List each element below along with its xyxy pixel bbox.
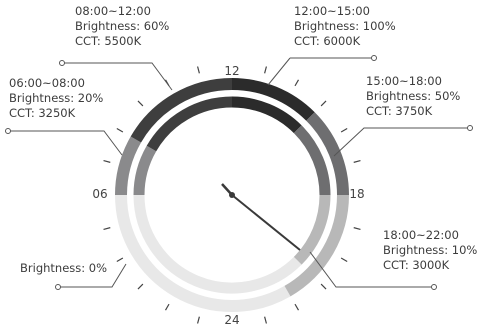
leader-1215b	[267, 57, 291, 86]
leader-dot-1518	[467, 125, 473, 131]
outer-segment-12-15	[231, 78, 315, 121]
callout-15-18: 15:00~18:00 Brightness: 50% CCT: 3750K	[366, 74, 460, 119]
hour-tick	[353, 160, 361, 163]
leader-dot-1822	[431, 284, 437, 290]
hour-tick	[197, 66, 200, 74]
hand-main	[231, 194, 301, 251]
callout-06-08-cct: CCT: 3250K	[9, 106, 76, 120]
leader-1822	[309, 251, 434, 288]
inner-segment-15-18	[293, 125, 331, 196]
leader-0812	[62, 62, 173, 91]
hour-tick	[116, 127, 124, 133]
callout-08-12-cct: CCT: 5500K	[75, 34, 142, 48]
callout-15-18-brightness: Brightness: 50%	[366, 89, 461, 103]
callout-18-22-cct: CCT: 3000K	[383, 258, 450, 272]
hour-label-18: 18	[349, 187, 364, 201]
outer-ring	[115, 78, 349, 312]
leader-0608	[8, 130, 123, 156]
hour-tick	[137, 283, 144, 290]
leader-dot-off	[55, 284, 61, 290]
inner-segment-06-08	[133, 145, 157, 196]
callout-08-12-brightness: Brightness: 60%	[75, 19, 170, 33]
inner-segment-off	[133, 194, 302, 294]
callout-06-08: 06:00~08:00 Brightness: 20% CCT: 3250K	[9, 76, 103, 121]
callout-08-12-time: 08:00~12:00	[75, 4, 151, 18]
callout-off-brightness: Brightness: 0%	[20, 261, 108, 275]
callout-18-22-brightness: Brightness: 10%	[383, 243, 478, 257]
leader-off	[58, 263, 127, 288]
callout-18-22-time: 18:00~22:00	[383, 228, 459, 242]
callout-15-18-time: 15:00~18:00	[366, 74, 442, 88]
inner-segment-12-15	[231, 96, 302, 134]
hand-pivot	[229, 192, 235, 198]
leader-dot-1215	[371, 55, 377, 61]
callout-18-22: 18:00~22:00 Brightness: 10% CCT: 3000K	[383, 228, 477, 273]
callout-12-15-time: 12:00~15:00	[294, 4, 370, 18]
hour-tick	[294, 79, 300, 87]
hour-tick	[320, 283, 327, 290]
callout-06-08-brightness: Brightness: 20%	[9, 91, 104, 105]
outer-segment-06-08	[115, 136, 142, 196]
inner-segment-08-12	[146, 96, 233, 152]
hour-tick	[103, 227, 111, 230]
callout-08-12: 08:00~12:00 Brightness: 60% CCT: 5500K	[75, 4, 169, 49]
hour-tick	[264, 66, 267, 74]
outer-segment-off	[115, 194, 291, 312]
hour-tick	[340, 127, 348, 133]
callout-12-15: 12:00~15:00 Brightness: 100% CCT: 6000K	[294, 4, 396, 49]
hour-tick	[294, 303, 300, 311]
hour-tick	[264, 316, 267, 324]
leader-lines	[5, 55, 473, 290]
leader-dot-0812	[59, 60, 65, 66]
hour-tick	[353, 227, 361, 230]
callout-off: Brightness: 0%	[20, 261, 107, 276]
hour-tick	[103, 160, 111, 163]
inner-ring	[133, 96, 331, 294]
hour-tick	[320, 100, 327, 107]
hour-label-12: 12	[224, 64, 239, 78]
outer-segment-15-18	[306, 112, 349, 196]
leader-1518	[333, 127, 470, 157]
clock-hand	[221, 183, 301, 251]
hour-tick	[197, 316, 200, 324]
hour-tick	[340, 257, 348, 263]
callout-12-15-cct: CCT: 6000K	[294, 34, 361, 48]
leader-dot-0608	[5, 128, 11, 134]
inner-segment-18-22	[293, 194, 331, 265]
hour-label-06: 06	[92, 187, 107, 201]
hour-tick	[137, 100, 144, 107]
hour-ticks	[103, 66, 361, 324]
hour-label-24: 24	[224, 313, 239, 325]
hour-tick	[116, 257, 124, 263]
outer-segment-18-22	[284, 194, 349, 297]
callout-12-15-brightness: Brightness: 100%	[294, 19, 396, 33]
callout-06-08-time: 06:00~08:00	[9, 76, 85, 90]
callout-15-18-cct: CCT: 3750K	[366, 104, 433, 118]
outer-segment-08-12	[130, 78, 233, 143]
hour-tick	[164, 303, 170, 311]
